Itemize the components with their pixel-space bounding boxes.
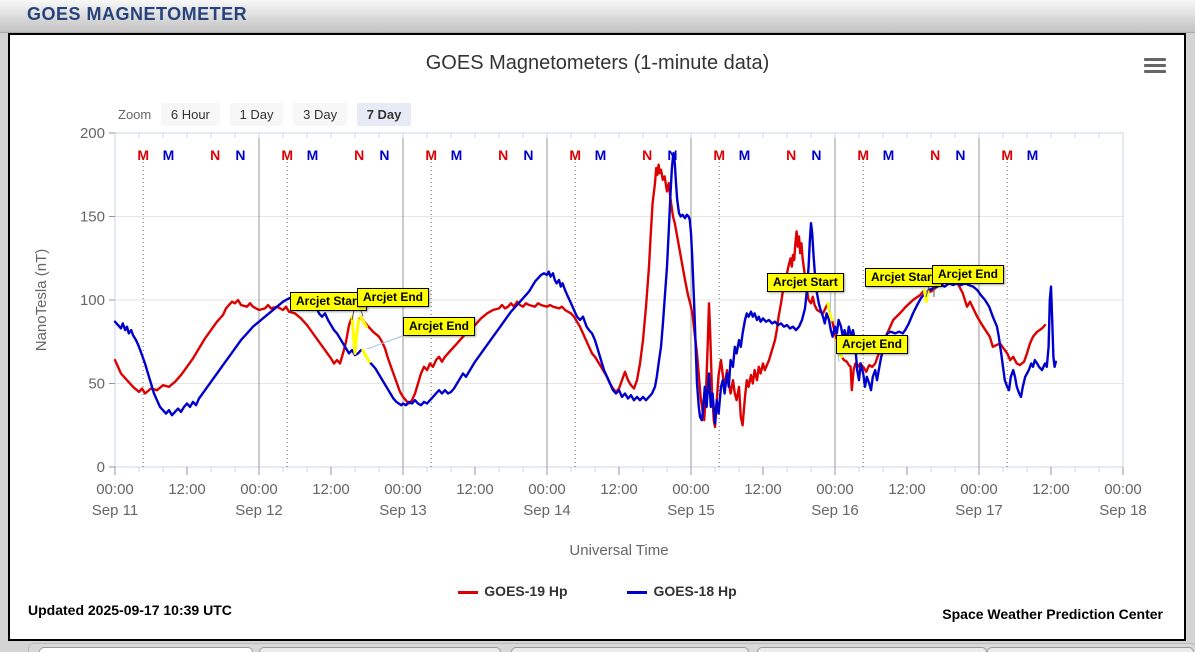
goes18-line-swatch — [627, 590, 648, 594]
arcjet-start-label: Arcjet Start — [865, 268, 942, 287]
bottom-tab-1[interactable] — [39, 647, 253, 652]
bottom-tab-5[interactable] — [987, 647, 1194, 652]
zoom-button-3day[interactable]: 3 Day — [293, 103, 348, 126]
chart-title: GOES Magnetometers (1-minute data) — [425, 52, 770, 74]
goes19-line-swatch — [458, 590, 479, 594]
updated-timestamp: Updated 2025-09-17 10:39 UTC — [28, 602, 232, 618]
arcjet-end-label: Arcjet End — [932, 265, 1005, 284]
bottom-tab-4[interactable] — [757, 647, 987, 652]
bottom-tab-strip[interactable] — [28, 643, 1195, 652]
arcjet-end-label: Arcjet End — [357, 288, 430, 307]
page-header: GOES MAGNETOMETER — [0, 0, 1195, 33]
page-title: GOES MAGNETOMETER — [27, 4, 248, 24]
chart-legend: GOES-19 Hp GOES-18 Hp — [0, 583, 1195, 599]
arcjet-start-label: Arcjet Start — [767, 273, 844, 292]
arcjet-end-label: Arcjet End — [403, 317, 476, 336]
zoom-button-7day[interactable]: 7 Day — [356, 103, 412, 126]
zoom-range-bar: Zoom 6 Hour 1 Day 3 Day 7 Day — [118, 103, 417, 127]
zoom-label: Zoom — [118, 107, 152, 122]
hamburger-menu-icon[interactable] — [1144, 58, 1166, 76]
legend-item-goes19[interactable]: GOES-19 Hp — [458, 583, 568, 599]
arcjet-end-label: Arcjet End — [836, 335, 909, 354]
bottom-tab-2[interactable] — [259, 647, 501, 652]
bottom-tab-3[interactable] — [511, 647, 749, 652]
zoom-button-1day[interactable]: 1 Day — [229, 103, 284, 126]
credit-text: Space Weather Prediction Center — [942, 606, 1163, 622]
legend-item-goes18[interactable]: GOES-18 Hp — [627, 583, 737, 599]
zoom-button-6hour[interactable]: 6 Hour — [160, 103, 220, 126]
arcjet-start-label: Arcjet Start — [290, 292, 367, 311]
legend-label-goes19: GOES-19 Hp — [484, 583, 568, 599]
legend-label-goes18: GOES-18 Hp — [653, 583, 737, 599]
